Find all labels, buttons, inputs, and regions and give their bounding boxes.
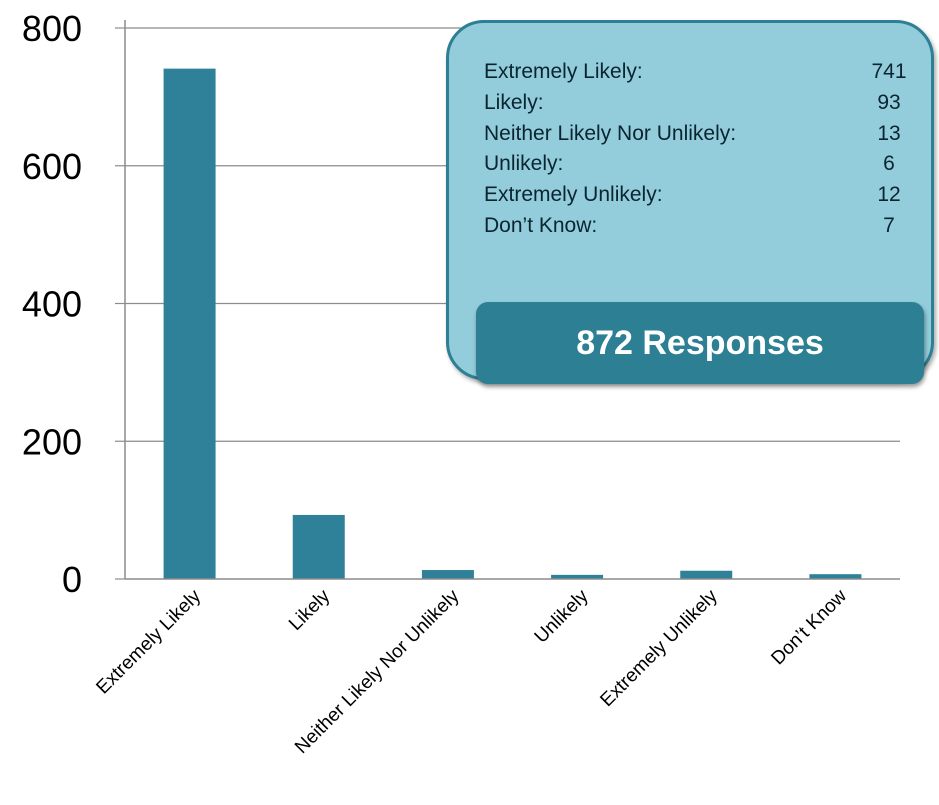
summary-row: Unlikely: 6 (484, 149, 914, 180)
summary-row: Neither Likely Nor Unlikely: 13 (484, 119, 914, 150)
bar (421, 570, 474, 579)
summary-row: Don’t Know: 7 (484, 211, 914, 242)
y-tick-label: 800 (22, 8, 82, 49)
y-tick-labels: 0 200 400 600 800 (22, 8, 82, 600)
bar (163, 68, 216, 579)
summary-row: Extremely Unlikely: 12 (484, 180, 914, 211)
summary-label: Don’t Know: (484, 213, 598, 237)
summary-label: Extremely Likely: (484, 60, 643, 83)
summary-label: Likely: (484, 90, 544, 114)
summary-value: 741 (871, 60, 907, 83)
y-tick-label: 200 (22, 421, 82, 462)
summary-label: Unlikely: (484, 152, 564, 176)
y-tick-label: 600 (22, 146, 82, 187)
summary-value: 93 (877, 90, 901, 114)
summary-row: Extremely Likely: 741 (484, 57, 914, 88)
summary-value: 13 (877, 121, 901, 145)
summary-value: 7 (883, 213, 895, 237)
total-responses-label: 872 Responses (576, 323, 824, 362)
summary-row: Likely: 93 (484, 88, 914, 119)
summary-label: Neither Likely Nor Unlikely: (484, 121, 737, 145)
x-tick-label: Likely (285, 585, 335, 635)
summary-list: Extremely Likely: 741 Likely: 93 Neither L… (484, 57, 914, 242)
summary-value: 12 (877, 183, 901, 207)
bar (551, 574, 604, 579)
x-tick-label: Extremely Likely (92, 585, 205, 698)
y-tick-label: 400 (22, 284, 82, 325)
x-tick-label: Don’t Know (767, 585, 851, 669)
x-tick-label: Unlikely (531, 585, 593, 647)
summary-label: Extremely Unlikely: (484, 183, 663, 207)
bar (292, 514, 345, 579)
bar (680, 570, 733, 579)
bar (809, 574, 862, 579)
summary-value: 6 (883, 152, 895, 176)
bars (163, 68, 862, 579)
total-responses-banner: 872 Responses (476, 302, 924, 384)
y-tick-label: 0 (62, 559, 82, 600)
x-tick-label: Extremely Unlikely (596, 585, 722, 711)
